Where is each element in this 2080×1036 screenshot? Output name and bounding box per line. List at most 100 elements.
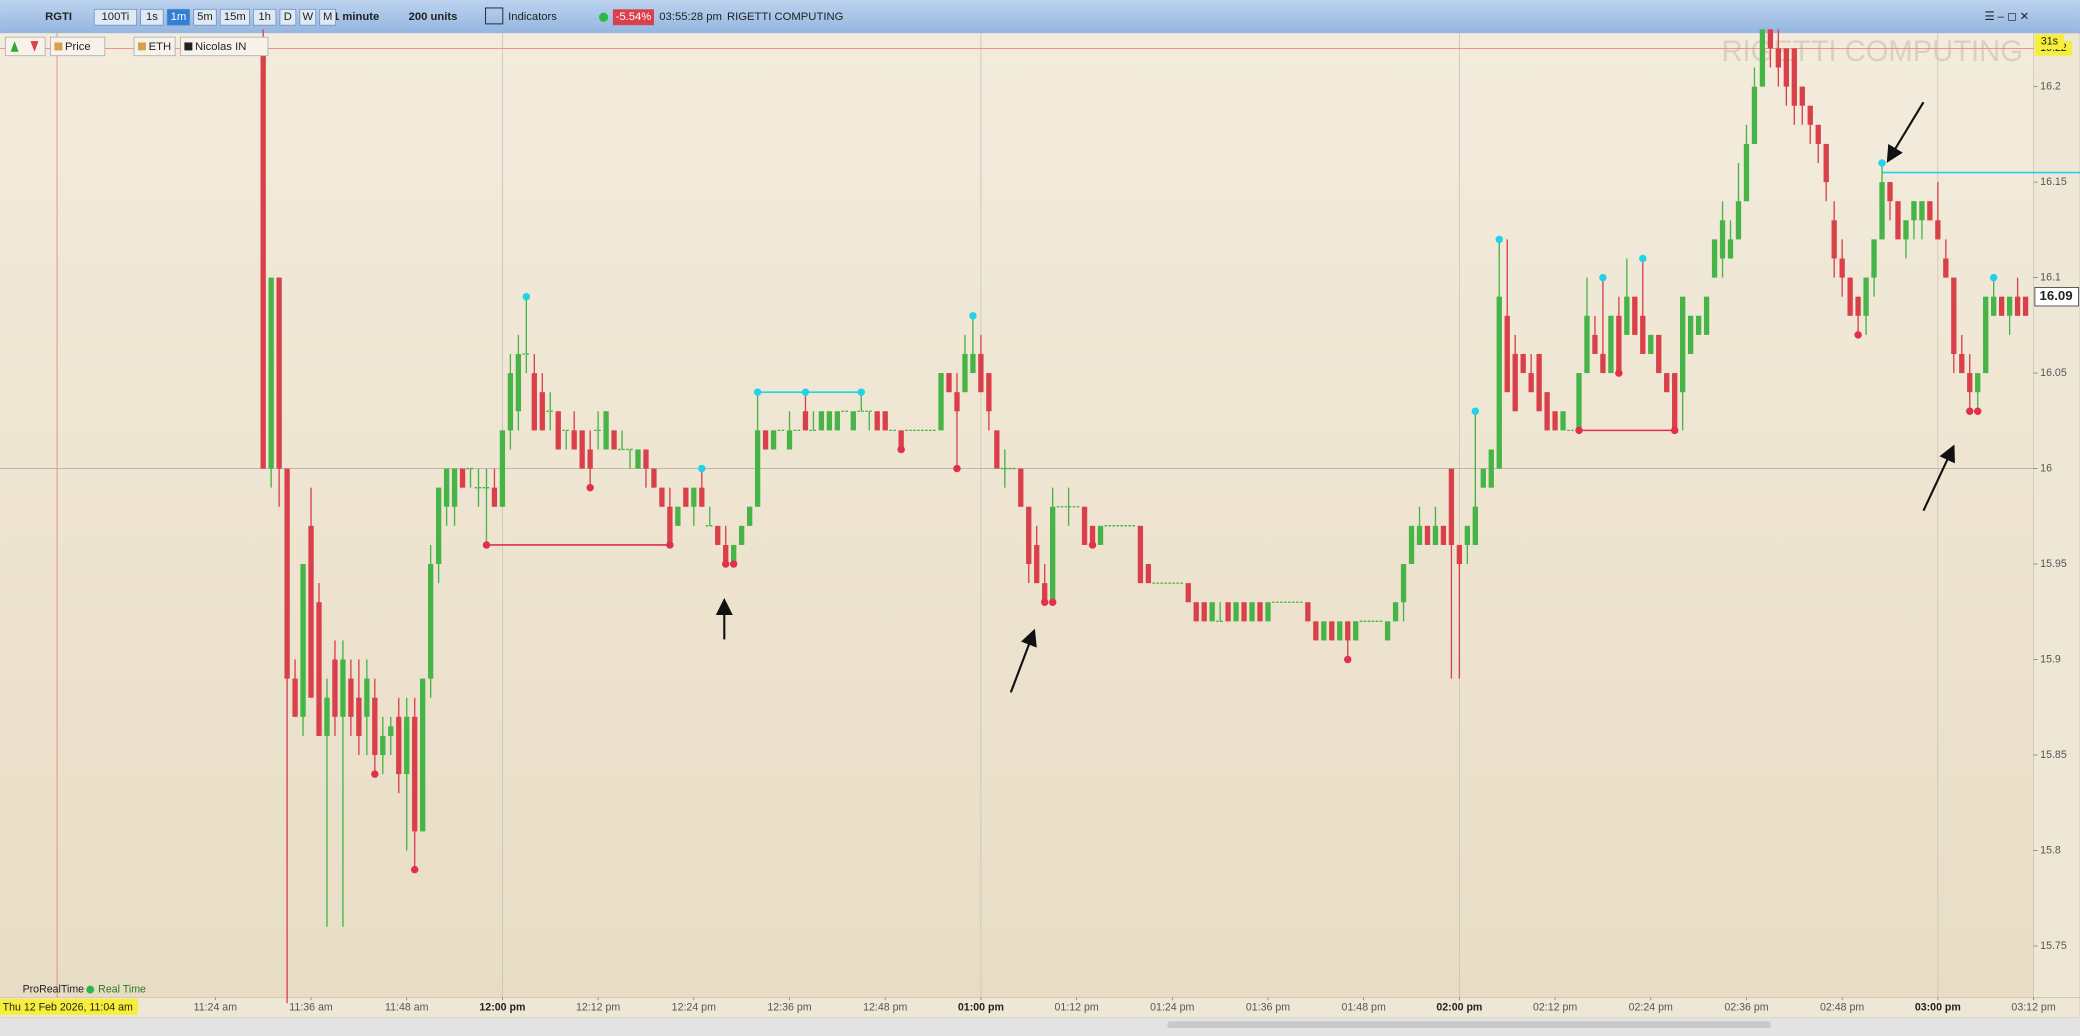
candle-body xyxy=(1951,277,1957,354)
symbol[interactable]: RGTI xyxy=(45,11,72,23)
candle-body xyxy=(1265,602,1271,622)
candle-body xyxy=(1504,315,1510,393)
annotations xyxy=(715,101,1955,693)
toolbar-button[interactable] xyxy=(50,36,106,57)
candle-body xyxy=(770,430,777,450)
pivot-low xyxy=(721,560,730,568)
indicators-button[interactable]: Indicators xyxy=(508,11,557,23)
scrollbar[interactable] xyxy=(1167,1021,1771,1029)
candle-body xyxy=(834,411,841,431)
candle-body xyxy=(515,353,522,412)
button-label[interactable]: Nicolas IN xyxy=(195,41,246,53)
period-label[interactable]: W xyxy=(302,11,313,23)
candle-body xyxy=(898,430,904,450)
candle-body xyxy=(587,449,593,469)
candle-body xyxy=(1767,29,1774,49)
pivot-low xyxy=(1854,331,1862,339)
x-tick-label: 02:48 pm xyxy=(1820,1001,1864,1013)
toolbar-button[interactable] xyxy=(180,36,269,57)
pivot-low xyxy=(1344,655,1352,664)
y-tick-label: 15.95 xyxy=(2040,558,2067,570)
x-tick-label: 02:00 pm xyxy=(1436,1001,1482,1013)
candle-body xyxy=(1026,506,1032,565)
candle-body xyxy=(1975,373,1981,393)
button-label[interactable]: ETH xyxy=(149,41,172,53)
toolbar-button[interactable] xyxy=(133,36,176,57)
period-button[interactable] xyxy=(279,8,297,26)
candle-body xyxy=(1353,621,1359,641)
period-label[interactable]: D xyxy=(284,11,292,23)
pivot-low xyxy=(1966,407,1974,415)
candle-body xyxy=(2014,296,2021,316)
candle-body xyxy=(1432,525,1439,545)
candle-body xyxy=(507,373,514,431)
period-button[interactable] xyxy=(140,8,164,26)
period-button[interactable] xyxy=(299,8,317,26)
candle-body xyxy=(1225,602,1231,622)
candle-body xyxy=(802,411,809,431)
x-tick-label: 01:36 pm xyxy=(1246,1001,1290,1013)
x-tick-label: 03:00 pm xyxy=(1915,1001,1961,1013)
candle-body xyxy=(1727,239,1734,259)
candle-body xyxy=(1193,602,1199,622)
window-controls[interactable]: ☰ – ◻ ✕ xyxy=(1984,11,2029,23)
period-label[interactable]: 5m xyxy=(197,11,213,23)
toolbar xyxy=(0,0,2080,34)
candle-body xyxy=(946,373,952,393)
candle-body xyxy=(651,468,657,488)
candle-body xyxy=(1018,468,1024,507)
candle-body xyxy=(1560,411,1566,431)
button-label[interactable]: Price xyxy=(65,41,91,53)
candle-body xyxy=(1440,525,1447,545)
candle-body xyxy=(372,697,378,756)
period-button[interactable] xyxy=(193,8,217,26)
y-tick-label: 16.1 xyxy=(2040,271,2061,283)
up-button[interactable] xyxy=(4,36,46,57)
candle-body xyxy=(459,468,466,488)
candle-body xyxy=(1991,296,1997,316)
candle-body xyxy=(1823,143,1829,183)
period-label[interactable]: 1m xyxy=(171,11,187,23)
candle-body xyxy=(1241,602,1247,622)
pivot-low xyxy=(1974,407,1982,415)
last-price: 16.09 xyxy=(2040,288,2073,303)
candle-body xyxy=(850,411,856,431)
candle-body xyxy=(746,506,753,526)
candle-body xyxy=(340,659,346,717)
period-button[interactable] xyxy=(166,8,191,26)
candle-body xyxy=(1496,296,1502,469)
candle-body xyxy=(962,353,968,393)
indicators-icon xyxy=(484,7,504,25)
x-tick-label: 12:12 pm xyxy=(576,1001,620,1013)
x-tick-label: 12:36 pm xyxy=(767,1001,811,1013)
candle-body xyxy=(691,487,697,507)
period-button[interactable] xyxy=(319,8,337,26)
period-label[interactable]: 1h xyxy=(258,11,271,23)
x-tick-label: 01:00 pm xyxy=(958,1001,1004,1013)
period-button[interactable] xyxy=(93,8,138,26)
candle-body xyxy=(1695,315,1702,335)
x-tick-label: 12:00 pm xyxy=(479,1001,525,1013)
candle-body xyxy=(1592,334,1598,354)
x-tick-label: 02:24 pm xyxy=(1629,1001,1673,1013)
candle-body xyxy=(826,411,833,431)
candle-body xyxy=(1137,525,1144,584)
period-button[interactable] xyxy=(252,8,277,26)
candle-body xyxy=(332,659,338,717)
units[interactable]: 200 units xyxy=(409,11,458,23)
pivot-high xyxy=(969,312,977,320)
period-label[interactable]: 15m xyxy=(224,11,246,23)
instrument-name: RIGETTI COMPUTING xyxy=(727,11,843,23)
y-tick-label: 15.9 xyxy=(2040,653,2061,665)
candle-body xyxy=(1903,220,1909,240)
candle-body xyxy=(571,430,577,450)
candle-body xyxy=(1983,296,1989,374)
candle-body xyxy=(1201,602,1207,622)
period-label[interactable]: 1s xyxy=(146,11,158,23)
date-label: Thu 12 Feb 2026, 11:04 am xyxy=(3,1001,133,1013)
period-button[interactable] xyxy=(219,8,250,26)
period-label[interactable]: M xyxy=(323,11,332,23)
timeframe[interactable]: 1 minute xyxy=(333,11,379,23)
period-label[interactable]: 100Ti xyxy=(102,11,130,23)
candle-body xyxy=(1034,544,1040,584)
